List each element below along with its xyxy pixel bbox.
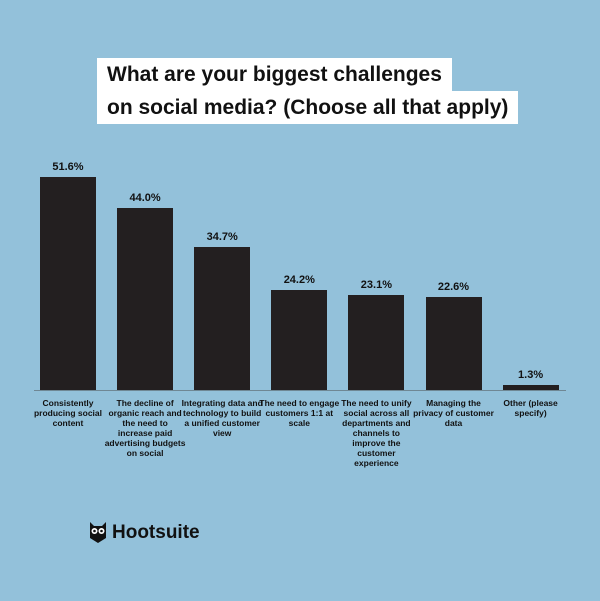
x-tick-label: Integrating data and technology to build…	[181, 398, 263, 438]
chart-title: What are your biggest challenges	[97, 58, 452, 91]
bar	[271, 290, 328, 390]
baseline	[34, 390, 566, 391]
x-tick-label: Managing the privacy of customer data	[413, 398, 494, 428]
bar	[425, 296, 482, 390]
chart-title: on social media? (Choose all that apply)	[97, 91, 519, 124]
value-label: 44.0%	[129, 192, 161, 205]
x-tick-label: The need to engage customers 1:1 at scal…	[259, 398, 340, 428]
x-tick-label: The decline of organic reach and the nee…	[104, 398, 186, 458]
brand-logo	[90, 522, 106, 543]
value-label: 51.6%	[52, 161, 84, 173]
bar	[194, 246, 251, 390]
value-label: 1.3%	[518, 368, 544, 381]
bar	[502, 384, 559, 390]
value-label: 24.2%	[283, 274, 315, 287]
bar	[348, 294, 405, 390]
x-tick-label: The need to unify social across all depa…	[341, 398, 412, 468]
brand-name: Hootsuite	[112, 522, 200, 543]
x-tick-label: Consistently producing social content	[33, 398, 102, 428]
value-label: 22.6%	[437, 280, 470, 293]
bar	[117, 208, 174, 390]
bar	[40, 177, 96, 390]
x-tick-label: Other (please specify)	[503, 398, 558, 418]
value-label: 34.7%	[206, 230, 238, 243]
value-label: 23.1%	[360, 278, 392, 291]
